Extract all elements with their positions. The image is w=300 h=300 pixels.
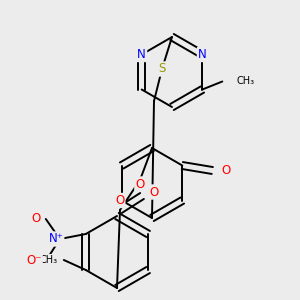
Text: O: O [222,164,231,177]
Text: O: O [115,194,124,207]
Text: N⁺: N⁺ [48,232,63,245]
Text: CH₃: CH₃ [236,76,254,86]
Text: O: O [135,178,145,190]
Text: S: S [158,62,166,76]
Text: O: O [149,185,159,199]
Text: N: N [137,48,146,61]
Text: CH₃: CH₃ [40,255,58,265]
Text: O⁻: O⁻ [26,254,42,268]
Text: O: O [31,212,40,226]
Text: N: N [198,48,207,61]
